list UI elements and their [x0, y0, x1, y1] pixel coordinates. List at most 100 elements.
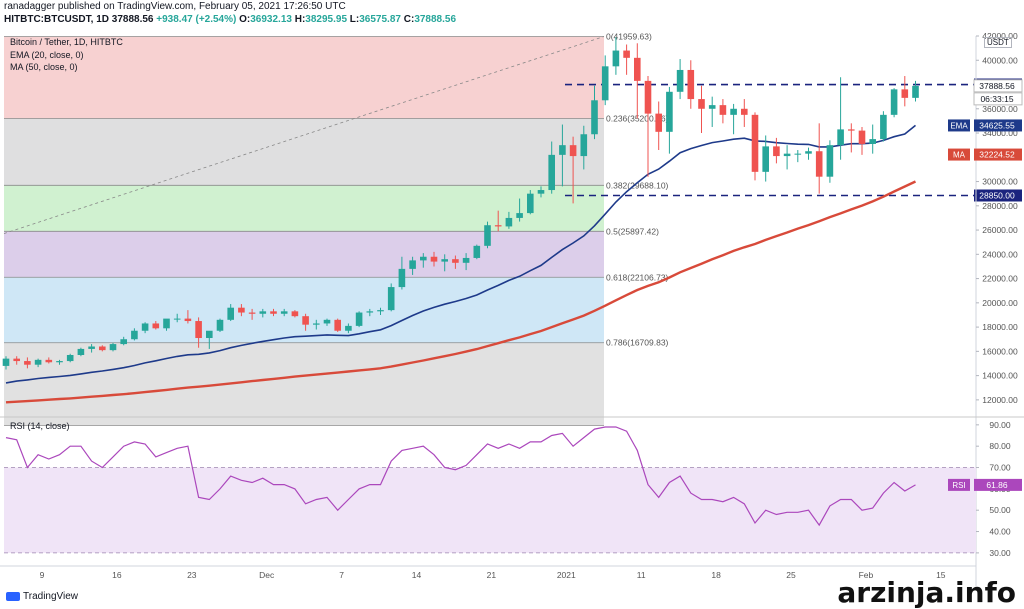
fib-zone-0.382 [4, 185, 604, 232]
fib-label-0: 0(41959.63) [606, 31, 652, 41]
candle-body [206, 330, 213, 339]
tradingview-logo[interactable]: TradingView [6, 591, 78, 602]
countdown-tag-label: 06:33:15 [980, 94, 1013, 104]
rsi-band [4, 467, 976, 553]
candle-body [762, 146, 769, 172]
candle-body [634, 57, 641, 81]
candle-body [259, 311, 267, 314]
candle-body [644, 80, 652, 114]
candle-body [890, 89, 898, 115]
candle-body [173, 318, 181, 320]
rsi-name-tag [948, 478, 970, 491]
candle-body [751, 114, 759, 172]
time-tick-label: 18 [711, 570, 721, 580]
level-tag-label-1: 28850.00 [979, 190, 1015, 200]
candle-body [270, 311, 277, 314]
candle-body [13, 358, 20, 362]
high-label: H: [294, 14, 306, 25]
candle-body [837, 129, 844, 146]
candle-body [601, 66, 609, 101]
candle-body [741, 108, 748, 115]
time-tick-label: 9 [40, 570, 45, 580]
site-watermark: arzinja.info [837, 576, 1016, 609]
ema-value-tag-label: 34625.55 [979, 120, 1015, 130]
candle-body [880, 114, 887, 140]
price-tick-label: 26000.00 [982, 225, 1018, 235]
time-tick-label: Dec [259, 570, 275, 580]
low-value: 36575.87 [359, 14, 401, 25]
header: ranadagger published on TradingView.com,… [0, 0, 1024, 36]
candle-body [912, 85, 919, 98]
currency-label[interactable]: USDT [984, 37, 1012, 48]
candle-body [623, 50, 630, 58]
candle-body [120, 339, 127, 345]
ma-legend[interactable]: MA (50, close, 0) [10, 62, 78, 72]
high-value: 38295.95 [305, 14, 348, 25]
price-tick-label: 16000.00 [982, 346, 1018, 356]
candle-body [869, 139, 876, 144]
candle-body [313, 323, 320, 325]
close-label: C: [403, 14, 415, 25]
last-price-tag-label: 37888.56 [979, 81, 1015, 91]
last-price-tag [973, 79, 1023, 93]
rsi-tick-label: 70.00 [989, 463, 1011, 473]
open-label: O: [239, 14, 251, 25]
candle-body [398, 268, 406, 288]
rsi-line [5, 426, 916, 527]
candle-body [805, 151, 812, 154]
fib-zone-0 [4, 36, 604, 119]
candle-body [184, 318, 192, 322]
time-tick-label: Feb [859, 570, 874, 580]
candle-body [109, 344, 117, 351]
ema-name-tag-label: EMA [950, 121, 968, 130]
fib-label-0.5: 0.5(25897.42) [606, 226, 659, 236]
candle-body [56, 361, 63, 363]
candle-body [848, 129, 855, 131]
price-tick-label: 40000.00 [982, 55, 1018, 65]
time-tick-label: 16 [112, 570, 122, 580]
candle-body [730, 108, 737, 115]
candle-body [473, 245, 481, 258]
time-tick-label: 21 [487, 570, 497, 580]
fib-zone-0.618 [4, 277, 604, 343]
symbol: HITBTC:BTCUSDT, 1D [4, 14, 109, 25]
candle-body [366, 311, 374, 313]
time-tick-label: 25 [786, 570, 796, 580]
price-tick-label: 30000.00 [982, 177, 1018, 187]
candle-body [591, 100, 598, 135]
candle-body [687, 69, 695, 100]
low-label: L: [349, 14, 360, 25]
candle-body [302, 316, 309, 325]
rsi-tick-label: 80.00 [989, 441, 1011, 451]
price-tick-label: 24000.00 [982, 249, 1018, 259]
candle-body [569, 145, 577, 157]
rsi-legend[interactable]: RSI (14, close) [10, 421, 70, 431]
candle-body [45, 359, 53, 363]
price-tick-label: 42000.00 [982, 31, 1018, 41]
fib-zone-0.5 [4, 231, 604, 278]
rsi-tick-label: 40.00 [989, 527, 1011, 537]
price-tick-label: 18000.00 [982, 322, 1018, 332]
candle-body [559, 145, 566, 155]
candle-body [901, 89, 909, 98]
change-value: +938.47 (+2.54%) [156, 14, 237, 25]
candle-body [655, 113, 662, 132]
candle-body [248, 312, 256, 314]
tradingview-logo-icon [6, 591, 20, 601]
candle-body [815, 151, 823, 177]
rsi-name-tag-label: RSI [952, 481, 965, 490]
ema-name-tag [948, 119, 970, 132]
candle-body [216, 319, 224, 331]
fib-label-0.786: 0.786(16709.83) [606, 338, 669, 348]
candle-body [377, 310, 384, 312]
candle-body [430, 256, 438, 262]
candle-body [163, 318, 170, 329]
candle-body [355, 312, 363, 326]
candle-body [24, 361, 31, 365]
candle-body [580, 134, 588, 157]
ema-legend[interactable]: EMA (20, close, 0) [10, 50, 84, 60]
candle-body [34, 359, 42, 365]
tradingview-brand: TradingView [23, 591, 79, 602]
candle-body [99, 346, 106, 351]
